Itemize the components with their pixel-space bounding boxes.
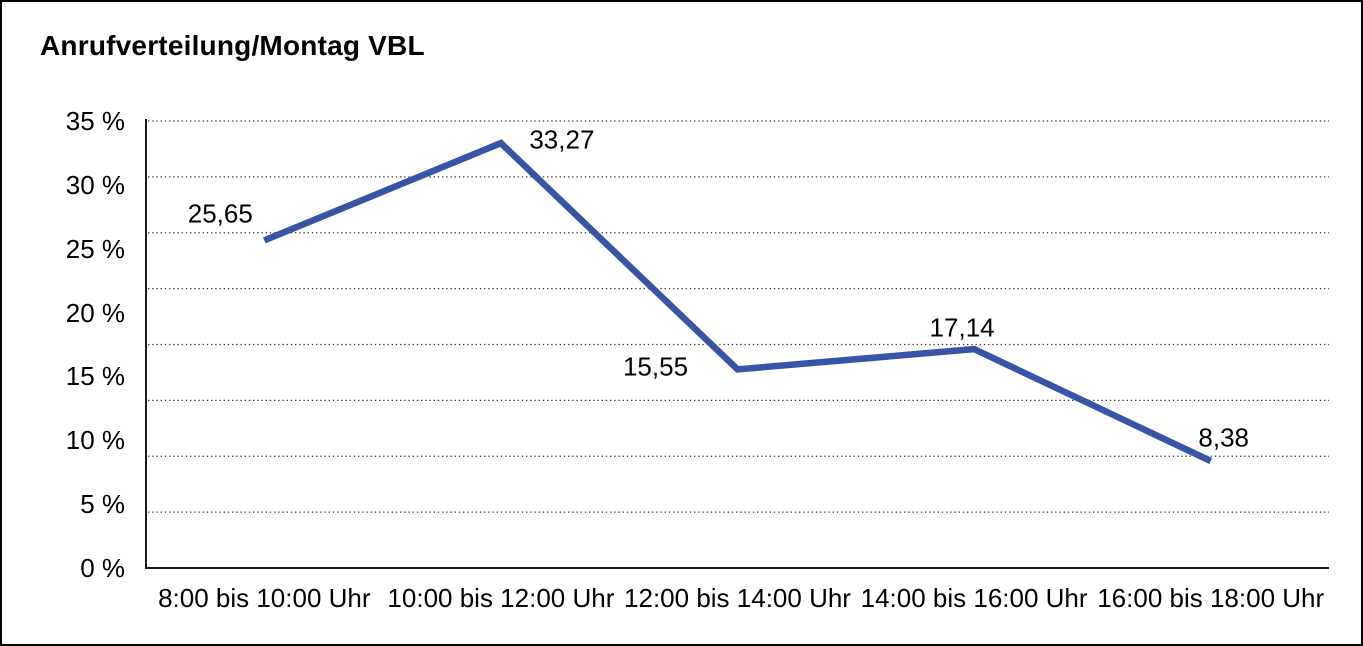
- data-value-label: 8,38: [1198, 422, 1249, 453]
- y-tick-label: 15 %: [65, 361, 125, 392]
- x-category-label: 8:00 bis 10:00 Uhr: [158, 583, 371, 613]
- y-tick-label: 25 %: [65, 233, 125, 264]
- data-value-label: 25,65: [187, 198, 253, 229]
- data-line-series: [263, 139, 1213, 464]
- x-category-label: 16:00 bis 18:00 Uhr: [1097, 583, 1325, 613]
- y-tick-label: 0 %: [80, 553, 125, 583]
- y-tick-label: 35 %: [65, 106, 125, 136]
- y-tick-label: 10 %: [65, 425, 125, 456]
- data-value-label: 17,14: [929, 312, 995, 343]
- data-value-label: 15,55: [622, 351, 689, 382]
- y-tick-label: 20 %: [65, 297, 125, 328]
- chart-title: Anrufverteilung/Montag VBL: [40, 30, 425, 61]
- x-category-label: 12:00 bis 14:00 Uhr: [624, 583, 851, 613]
- y-tick-label: 5 %: [80, 489, 125, 520]
- x-category-label: 14:00 bis 16:00 Uhr: [860, 583, 1088, 613]
- x-category-label: 10:00 bis 12:00 Uhr: [387, 583, 615, 613]
- data-value-label: 33,27: [529, 124, 595, 155]
- y-tick-label: 30 %: [65, 169, 125, 200]
